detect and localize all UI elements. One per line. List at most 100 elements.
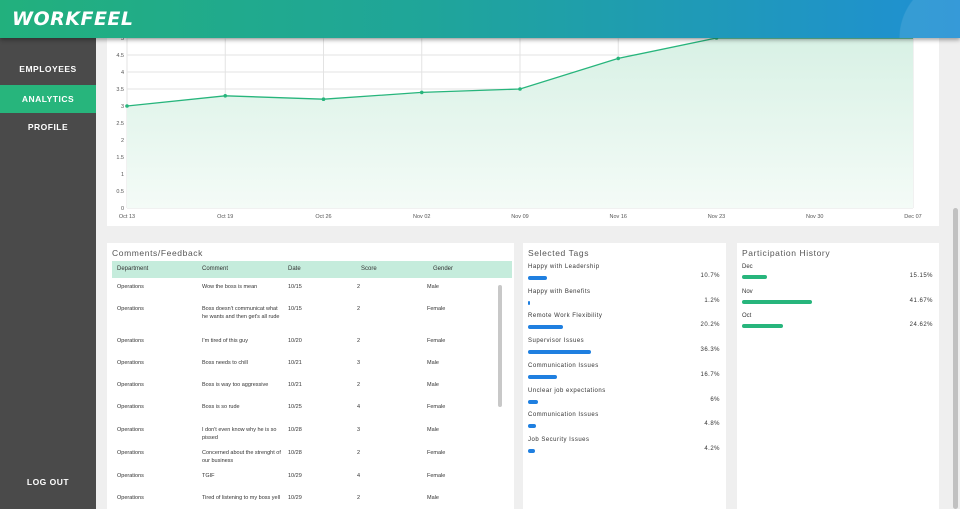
- score-trend-chart: 0 0.5 1 1.5 2 2.5 3 3.5 4 4.5 5 Oct 13 Oct 19 Oct 26 N…: [107, 38, 939, 226]
- cell-score: 2: [357, 450, 361, 456]
- cell-score: 2: [357, 306, 361, 312]
- tag-bar: [528, 448, 536, 453]
- cell-comment: Boss needs to chill: [202, 360, 248, 366]
- logout-button[interactable]: LOG OUT: [26, 477, 70, 487]
- app-logo[interactable]: WORKFEEL: [12, 8, 134, 30]
- cell-gender: Male: [427, 284, 439, 290]
- x-tick-label: Nov 30: [806, 214, 823, 220]
- top-bar: WORKFEEL: [0, 0, 960, 38]
- y-tick-label: 1.5: [116, 155, 124, 161]
- cell-date: 10/21: [288, 360, 302, 366]
- cell-dept: Operations: [117, 338, 144, 344]
- cell-dept: Operations: [117, 495, 144, 501]
- cell-score: 2: [357, 495, 361, 501]
- y-tick-label: 2: [121, 138, 124, 144]
- cell-comment: I'm tired of this guy: [202, 338, 248, 344]
- tag-value: 4.2%: [704, 445, 720, 452]
- cell-gender: Female: [427, 338, 446, 344]
- tag-value: 1.2%: [704, 297, 720, 304]
- tag-label: Happy with Benefits: [528, 288, 591, 295]
- cell-date: 10/29: [288, 473, 302, 479]
- tag-value: 16.7%: [700, 371, 720, 378]
- sidebar: EMPLOYEES ANALYTICS PROFILE LOG OUT: [0, 38, 96, 509]
- tag-value: 36.3%: [700, 347, 720, 354]
- sidebar-item-profile[interactable]: PROFILE: [27, 122, 69, 132]
- x-tick-label: Oct 13: [119, 214, 135, 220]
- data-point: [616, 56, 621, 61]
- cell-dept: Operations: [117, 306, 144, 312]
- participation-history-card: Participation History Dec 15.15% Nov 41.67%…: [737, 243, 939, 509]
- cell-score: 2: [357, 338, 361, 344]
- data-point: [518, 87, 522, 91]
- selected-tags-title: Selected Tags: [528, 248, 590, 258]
- tag-bar: [528, 350, 591, 355]
- column-header-gender[interactable]: Gender: [433, 266, 454, 272]
- column-header-department[interactable]: Department: [117, 266, 149, 272]
- participation-value: 41.67%: [909, 297, 933, 304]
- cell-score: 2: [357, 284, 361, 290]
- cell-date: 10/28: [288, 450, 302, 456]
- tag-label: Job Security Issues: [528, 436, 590, 443]
- selected-tags-card: Selected Tags Happy with Leadership 10.7%…: [523, 243, 726, 509]
- participation-month: Dec: [742, 264, 753, 270]
- tag-label: Communication Issues: [528, 362, 599, 369]
- sidebar-item-employees[interactable]: EMPLOYEES: [19, 64, 77, 74]
- y-tick-label: 3.5: [116, 87, 124, 93]
- y-tick-label: 2.5: [116, 121, 124, 127]
- column-header-comment[interactable]: Comment: [202, 266, 229, 272]
- participation-value: 15.15%: [909, 273, 933, 279]
- header-decoration: [890, 0, 960, 38]
- sidebar-item-analytics[interactable]: ANALYTICS: [0, 85, 96, 113]
- cell-dept: Operations: [117, 284, 144, 290]
- comments-title: Comments/Feedback: [112, 248, 203, 258]
- cell-gender: Female: [427, 404, 446, 410]
- tag-value: 20.2%: [700, 322, 720, 329]
- cell-score: 2: [357, 382, 361, 388]
- y-tick-label: 0: [121, 206, 124, 212]
- cell-gender: Male: [427, 382, 439, 388]
- tag-label: Happy with Leadership: [528, 264, 600, 270]
- cell-dept: Operations: [117, 404, 144, 410]
- column-header-date[interactable]: Date: [288, 266, 301, 272]
- column-header-score[interactable]: Score: [361, 266, 377, 272]
- area-fill: [127, 38, 913, 208]
- cell-gender: Male: [427, 495, 439, 501]
- series-line: [126, 38, 913, 107]
- participation-month: Oct: [742, 313, 752, 319]
- y-tick-label: 4.5: [116, 53, 124, 59]
- y-tick-label: 1: [121, 172, 124, 178]
- cell-dept: Operations: [117, 450, 144, 456]
- comments-table-body: Operations Wow the boss is mean 10/15 2 Male…: [112, 278, 512, 509]
- cell-date: 10/21: [288, 382, 302, 388]
- x-tick-label: Nov 23: [708, 214, 725, 220]
- x-tick-label: Nov 09: [511, 214, 528, 220]
- cell-comment: I don't even know why he is so pissed: [202, 427, 277, 442]
- cell-dept: Operations: [117, 360, 144, 366]
- tag-bar: [528, 276, 547, 280]
- cell-comment: Boss doesn't communicat what he wants an…: [202, 306, 280, 321]
- cell-gender: Male: [427, 427, 439, 433]
- tag-label: Remote Work Flexibility: [528, 313, 603, 320]
- participation-bar: [742, 324, 784, 328]
- cell-date: 10/25: [288, 404, 302, 410]
- cell-gender: Female: [427, 306, 446, 312]
- participation-month: Nov: [742, 288, 753, 295]
- tag-bar: [528, 424, 537, 429]
- cell-score: 3: [357, 427, 361, 433]
- cell-date: 10/28: [288, 427, 302, 433]
- participation-bar: [742, 299, 812, 304]
- comments-scrollbar[interactable]: [498, 285, 502, 407]
- chart-svg: 0 0.5 1 1.5 2 2.5 3 3.5 4 4.5 5 Oct 13 Oct 19 Oct 26 N…: [116, 38, 922, 220]
- tag-bar: [528, 325, 564, 330]
- comments-table-header: Department Comment Date Score Gender: [112, 261, 512, 278]
- comments-card: Comments/Feedback Department Comment Dat…: [107, 243, 514, 509]
- cell-comment: Wow the boss is mean: [202, 284, 258, 290]
- data-point: [125, 104, 129, 108]
- data-point: [714, 38, 719, 40]
- cell-date: 10/15: [288, 284, 302, 290]
- x-tick-label: Oct 19: [217, 214, 233, 220]
- page-scrollbar[interactable]: [953, 208, 958, 509]
- cell-dept: Operations: [117, 382, 144, 388]
- tag-value: 4.8%: [704, 421, 720, 428]
- cell-comment: Concerned about the strenght of our busi…: [202, 450, 281, 465]
